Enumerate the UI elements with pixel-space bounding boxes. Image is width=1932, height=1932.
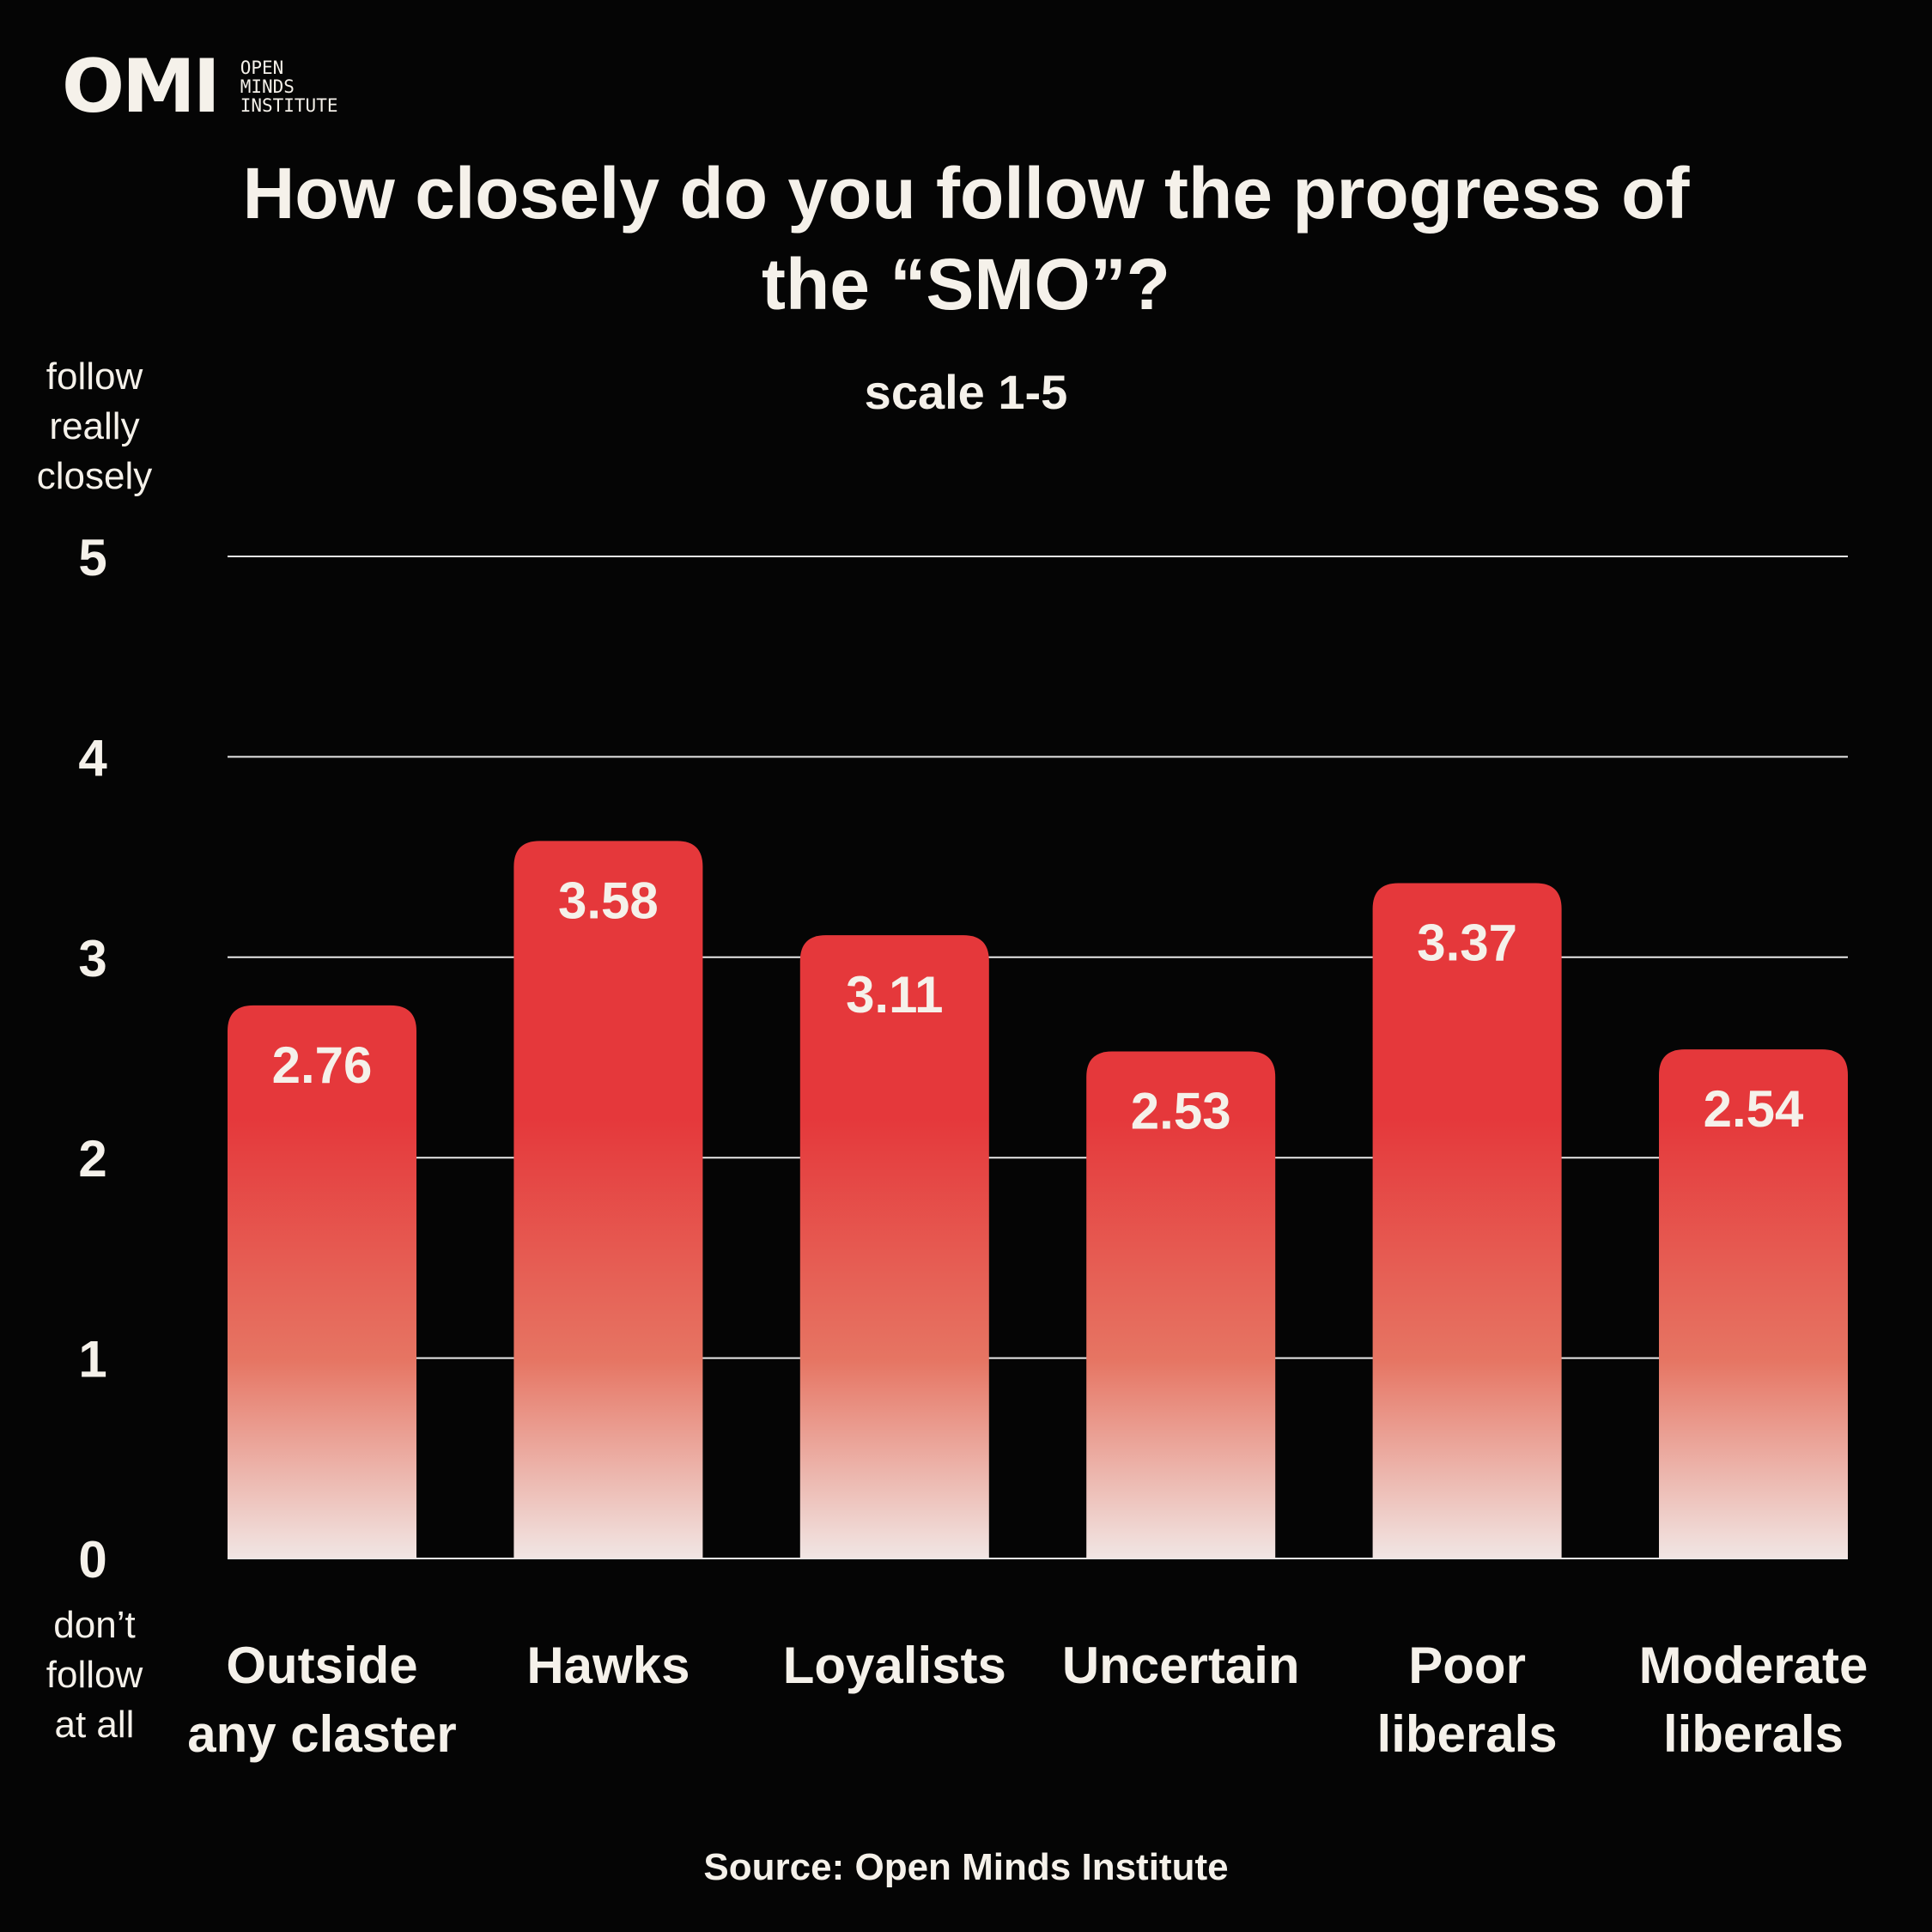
- y-tick-label: 3: [78, 930, 106, 987]
- bar: [1659, 1049, 1848, 1558]
- logo-text-line: OPEN: [240, 58, 284, 78]
- x-category-label: Moderate: [1639, 1637, 1868, 1694]
- bar-value-label: 3.11: [846, 966, 943, 1024]
- chart-subtitle: scale 1-5: [864, 365, 1068, 419]
- y-axis-bottom-label: don’t follow at all: [9, 1601, 180, 1750]
- x-category-label: Hawks: [526, 1637, 690, 1694]
- y-axis-top-label-line: really: [49, 405, 140, 447]
- logo-mark: OMI: [62, 44, 221, 130]
- x-category-label: Outside: [226, 1637, 417, 1694]
- y-tick-label: 4: [78, 729, 107, 787]
- y-tick-label: 1: [78, 1331, 106, 1388]
- source-note: Source: Open Minds Institute: [703, 1846, 1229, 1888]
- logo-text: OPEN MINDS INSTITUTE: [240, 58, 338, 115]
- y-axis-bottom-label-line: at all: [54, 1704, 135, 1746]
- x-category-label: any claster: [187, 1705, 457, 1763]
- x-category-label: Poor: [1408, 1637, 1526, 1694]
- bar-value-label: 3.58: [558, 872, 659, 929]
- bar-value-label: 3.37: [1417, 914, 1517, 971]
- y-axis-top-label-line: follow: [46, 355, 143, 398]
- bar: [1086, 1051, 1276, 1558]
- y-tick-label: 5: [78, 529, 106, 586]
- bar-value-label: 2.76: [272, 1036, 373, 1094]
- bar-value-label: 2.53: [1131, 1082, 1231, 1139]
- logo-text-line: MINDS: [240, 76, 295, 97]
- bar: [799, 935, 989, 1558]
- y-axis-top-label: follow really closely: [9, 352, 180, 501]
- chart-title-line-2: the “SMO”?: [762, 244, 1170, 325]
- bar-value-label: 2.54: [1704, 1080, 1804, 1138]
- x-category-label: Loyalists: [783, 1637, 1006, 1694]
- y-axis-top-label-line: closely: [36, 455, 153, 497]
- chart-title-line-1: How closely do you follow the progress o…: [242, 153, 1690, 234]
- y-tick-label: 2: [78, 1130, 106, 1188]
- x-category-label: liberals: [1663, 1705, 1844, 1763]
- bar: [1372, 883, 1562, 1558]
- bar: [513, 841, 703, 1558]
- y-tick-label: 0: [78, 1531, 106, 1589]
- x-category-label: liberals: [1377, 1705, 1558, 1763]
- x-category-label: Uncertain: [1062, 1637, 1300, 1694]
- chart-title: How closely do you follow the progress o…: [0, 148, 1932, 330]
- logo: OMI OPEN MINDS INSTITUTE: [62, 50, 337, 124]
- bar: [228, 1005, 416, 1558]
- y-axis-bottom-label-line: follow: [46, 1654, 143, 1696]
- logo-text-line: INSTITUTE: [240, 95, 338, 116]
- y-axis-bottom-label-line: don’t: [53, 1604, 136, 1646]
